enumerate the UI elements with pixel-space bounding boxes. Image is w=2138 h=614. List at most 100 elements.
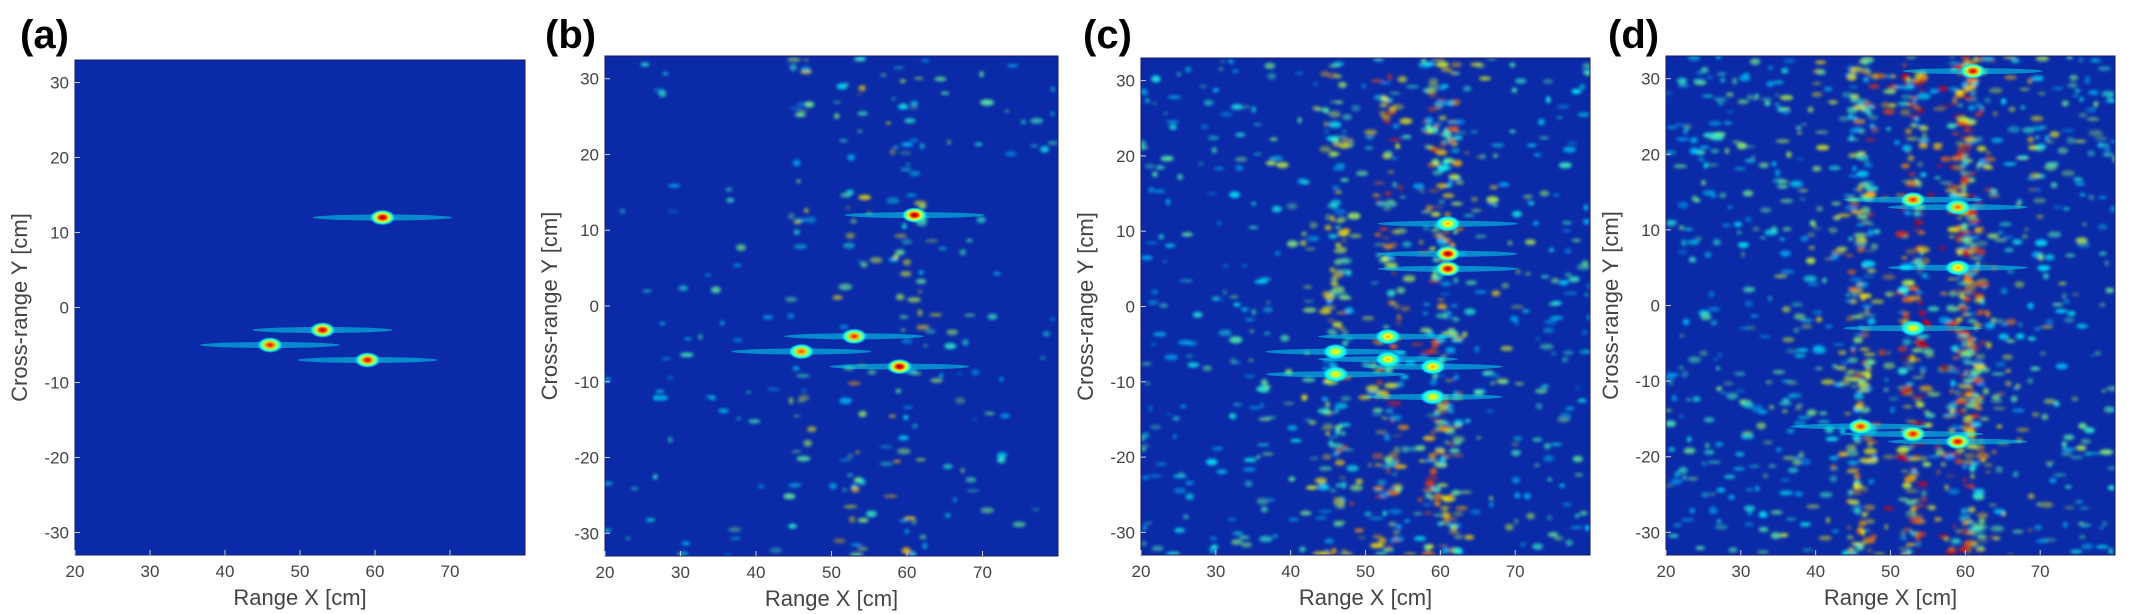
- y-tick-label: 30: [580, 70, 599, 89]
- scatterer-spot: [1944, 199, 1971, 216]
- panel-2: (b) 20 30 40 50 60 70 30 20 10 0 -10 -20 -30 Range X […: [537, 13, 1059, 611]
- y-tick-label: -10: [574, 373, 599, 392]
- panel-label: (d): [1608, 13, 1659, 57]
- x-tick-label: 30: [1206, 562, 1225, 581]
- scatterer-spot: [1959, 63, 1986, 80]
- x-tick-label: 70: [2031, 562, 2050, 581]
- heatmap-image: [1666, 56, 2115, 555]
- scatterer-spot: [257, 337, 283, 353]
- x-axis-label: Range X [cm]: [765, 586, 898, 611]
- x-axis-label: Range X [cm]: [233, 585, 366, 610]
- x-tick-label: 70: [441, 562, 460, 581]
- scatterer-spot: [1944, 433, 1971, 450]
- x-tick-label: 30: [141, 562, 160, 581]
- heatmap-image: [200, 209, 453, 368]
- y-tick-label: 0: [1651, 297, 1660, 316]
- x-tick-label: 40: [1281, 562, 1300, 581]
- y-tick-label: -20: [574, 449, 599, 468]
- scatterer-spot: [886, 358, 913, 375]
- y-axis-label: Cross-range Y [cm]: [7, 213, 32, 402]
- y-tick-label: 0: [1126, 298, 1135, 317]
- y-axis-label: Cross-range Y [cm]: [537, 212, 562, 401]
- y-tick-label: -10: [44, 374, 69, 393]
- x-axis-label: Range X [cm]: [1299, 585, 1432, 610]
- x-tick-label: 50: [1881, 562, 1900, 581]
- y-tick-label: 30: [1641, 70, 1660, 89]
- y-tick-label: -30: [44, 524, 69, 543]
- x-tick-label: 20: [66, 562, 85, 581]
- scatterer-spot: [1900, 320, 1926, 337]
- scatterer-spot: [1434, 260, 1461, 277]
- heatmap-image: [605, 56, 1058, 556]
- speckle-noise: [1666, 56, 2115, 555]
- scatterer-spot: [841, 328, 868, 345]
- panel-1: (a) 20 30 40 50 60 70 30 20 10 0 -10 -20 -30 Range X […: [7, 13, 526, 610]
- y-tick-label: 30: [50, 74, 69, 93]
- y-tick-label: 10: [50, 224, 69, 243]
- scatterer-spot: [901, 207, 928, 224]
- x-tick-label: 60: [1431, 562, 1450, 581]
- y-tick-label: 20: [1641, 145, 1660, 164]
- panel-label: (b): [545, 13, 596, 57]
- speckle-noise: [1141, 58, 1590, 555]
- y-tick-label: 10: [580, 221, 599, 240]
- y-tick-label: -20: [1110, 448, 1135, 467]
- scatterer-spot: [309, 322, 336, 338]
- x-tick-label: 50: [1356, 562, 1375, 581]
- heatmap-background: [1666, 56, 2115, 555]
- scatterer-spot: [1900, 191, 1926, 208]
- y-tick-label: 20: [580, 145, 599, 164]
- x-tick-label: 70: [973, 563, 992, 582]
- scatterer-spot: [788, 343, 815, 360]
- y-tick-label: 30: [1116, 72, 1135, 91]
- x-tick-label: 20: [1132, 562, 1151, 581]
- scatterer-spot: [1419, 358, 1446, 375]
- heatmap-background: [605, 56, 1058, 556]
- scatterer-spot: [354, 352, 381, 368]
- panel-4: (d) 20 30 40 50 60 70 30 20 10 0 -10 -20 -30 Range X […: [1598, 13, 2116, 610]
- scatterer-spot: [1900, 426, 1926, 442]
- x-tick-label: 30: [671, 563, 690, 582]
- y-tick-label: 20: [1116, 147, 1135, 166]
- panel-label: (c): [1083, 13, 1132, 57]
- x-tick-label: 50: [291, 562, 310, 581]
- x-axis-label: Range X [cm]: [1824, 585, 1957, 610]
- y-tick-label: 0: [590, 297, 599, 316]
- x-tick-label: 20: [596, 563, 615, 582]
- x-tick-label: 40: [216, 562, 235, 581]
- y-axis-label: Cross-range Y [cm]: [1598, 211, 1623, 400]
- x-tick-label: 60: [1956, 562, 1975, 581]
- x-tick-label: 40: [1806, 562, 1825, 581]
- scatterer-spot: [369, 209, 396, 226]
- panel-3: (c) 20 30 40 50 60 70 30 20 10 0 -10 -20 -30 Range X […: [1073, 13, 1591, 610]
- heatmap-background: [75, 60, 525, 555]
- scatterer-spot: [1419, 388, 1446, 405]
- y-tick-label: -20: [44, 449, 69, 468]
- x-tick-label: 50: [822, 563, 841, 582]
- y-tick-label: 20: [50, 149, 69, 168]
- x-tick-label: 40: [747, 563, 766, 582]
- y-tick-label: -30: [1110, 523, 1135, 542]
- x-tick-label: 60: [898, 563, 917, 582]
- scatterer-spot: [1375, 328, 1401, 345]
- scatterer-spot: [1322, 366, 1349, 383]
- scatterer-spot: [1322, 343, 1349, 360]
- y-tick-label: -10: [1635, 372, 1660, 391]
- scatterer-spot: [1434, 245, 1461, 262]
- y-tick-label: -20: [1635, 448, 1660, 467]
- y-tick-label: -30: [574, 524, 599, 543]
- scatterer-spot: [1944, 259, 1971, 276]
- x-tick-label: 60: [366, 562, 385, 581]
- y-tick-label: 10: [1641, 221, 1660, 240]
- scatterer-spot: [1375, 351, 1401, 368]
- y-tick-label: -30: [1635, 523, 1660, 542]
- heatmap-image: [1141, 58, 1590, 555]
- y-tick-label: 10: [1116, 222, 1135, 241]
- x-tick-label: 20: [1657, 562, 1676, 581]
- panel-label: (a): [20, 13, 69, 57]
- y-tick-label: 0: [60, 299, 69, 318]
- y-axis-label: Cross-range Y [cm]: [1073, 212, 1098, 401]
- scatterer-spot: [1847, 418, 1874, 435]
- x-tick-label: 30: [1731, 562, 1750, 581]
